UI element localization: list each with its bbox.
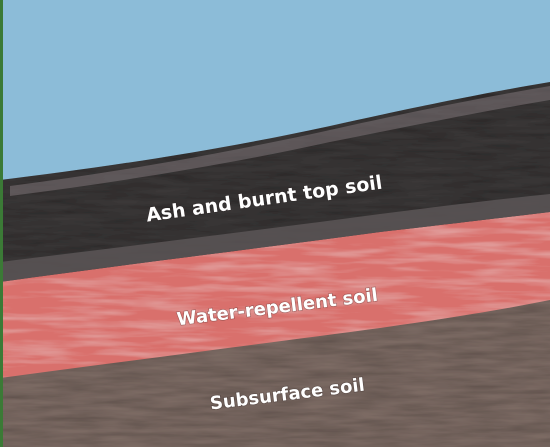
- water-repellent-soil-layer: [0, 206, 550, 378]
- ash-surface-streak: [10, 86, 550, 196]
- left-edge-line: [0, 0, 3, 447]
- transition-band: [0, 194, 550, 282]
- ash-burnt-topsoil-layer: [0, 82, 550, 282]
